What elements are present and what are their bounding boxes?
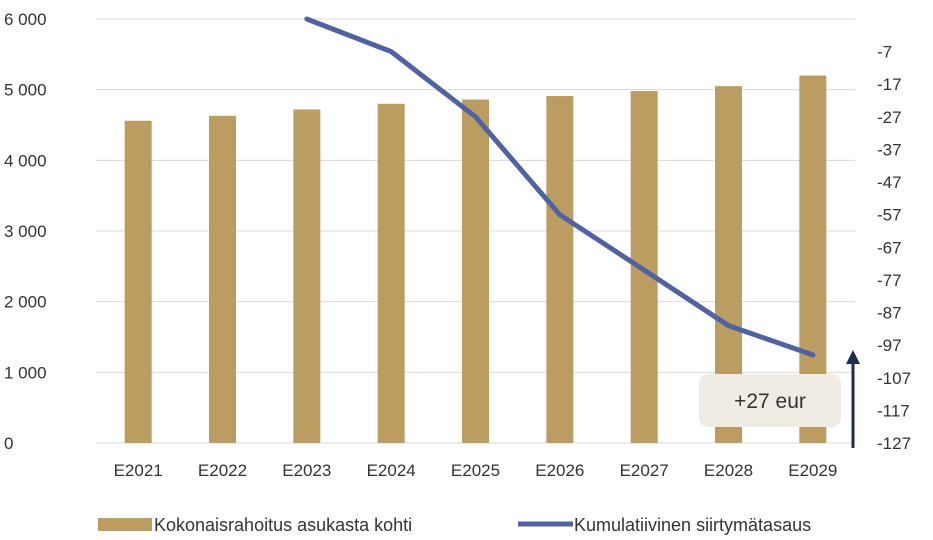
x-tick-label: E2022 [198, 461, 247, 480]
right-tick-label: -17 [877, 75, 902, 94]
legend-label-line: Kumulatiivinen siirtymätasaus [574, 515, 811, 535]
x-tick-label: E2028 [704, 461, 753, 480]
x-tick-label: E2027 [620, 461, 669, 480]
x-tick-label: E2026 [535, 461, 584, 480]
left-axis-ticks: 0 1 000 2 000 3 000 4 000 5 000 6 000 [4, 10, 47, 453]
bar [630, 91, 658, 443]
left-tick-label: 3 000 [4, 222, 47, 241]
line-series [304, 16, 816, 358]
bar [377, 103, 405, 444]
left-tick-label: 1 000 [4, 363, 47, 382]
series-line [304, 16, 816, 358]
right-tick-label: -117 [877, 401, 910, 420]
right-tick-label: -97 [877, 336, 902, 355]
left-tick-label: 5 000 [4, 81, 47, 100]
bar [462, 99, 489, 443]
annotation-arrow-head [846, 350, 860, 364]
left-tick-label: 2 000 [4, 293, 47, 312]
legend-label-bar: Kokonaisrahoitus asukasta kohti [154, 515, 412, 535]
left-tick-label: 4 000 [4, 151, 47, 170]
x-tick-label: E2021 [114, 461, 163, 480]
right-tick-label: -37 [877, 140, 902, 159]
x-tick-label: E2025 [451, 461, 500, 480]
right-tick-label: -67 [877, 238, 902, 257]
right-tick-label: -107 [877, 369, 911, 388]
bar [209, 115, 236, 444]
annotation: +27 eur [699, 350, 860, 448]
right-tick-label: -77 [877, 271, 902, 290]
right-axis-ticks: -127 -117 -107 -97 -87 -77 -67 -57 -47 -37 -27 -17 -… [877, 43, 911, 453]
bar [124, 120, 152, 443]
x-tick-label: E2023 [282, 461, 331, 480]
x-tick-label: E2029 [788, 461, 837, 480]
right-tick-label: -27 [877, 108, 902, 127]
bar [546, 96, 574, 443]
legend: Kokonaisrahoitus asukasta kohti Kumulati… [98, 515, 811, 535]
left-tick-label: 0 [4, 434, 13, 453]
x-axis-ticks: E2021 E2022 E2023 E2024 E2025 E2026 E2027 E2028… [114, 461, 838, 480]
annotation-text: +27 eur [734, 390, 806, 413]
x-tick-label: E2024 [367, 461, 416, 480]
right-tick-label: -47 [877, 173, 902, 192]
right-tick-label: -87 [877, 304, 902, 323]
left-tick-label: 6 000 [4, 10, 47, 29]
right-tick-label: -7 [877, 43, 892, 62]
bar [293, 109, 321, 443]
right-tick-label: -127 [877, 434, 911, 453]
right-tick-label: -57 [877, 206, 902, 225]
legend-swatch-bar [98, 518, 152, 531]
annotation-box [699, 374, 841, 427]
